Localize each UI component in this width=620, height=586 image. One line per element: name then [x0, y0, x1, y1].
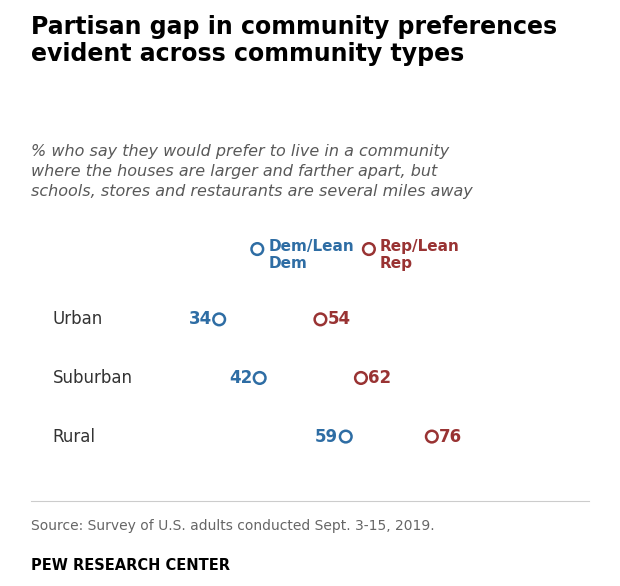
Text: Urban: Urban — [53, 311, 103, 328]
Point — [427, 432, 436, 441]
Text: Partisan gap in community preferences
evident across community types: Partisan gap in community preferences ev… — [31, 15, 557, 66]
Text: 34: 34 — [188, 311, 212, 328]
Text: 54: 54 — [328, 311, 351, 328]
Text: % who say they would prefer to live in a community
where the houses are larger a: % who say they would prefer to live in a… — [31, 144, 472, 199]
Text: Source: Survey of U.S. adults conducted Sept. 3-15, 2019.: Source: Survey of U.S. adults conducted … — [31, 519, 435, 533]
Text: Rep/Lean
Rep: Rep/Lean Rep — [380, 239, 460, 271]
Point — [341, 432, 351, 441]
Point — [356, 373, 366, 383]
Text: 62: 62 — [368, 369, 391, 387]
Text: Dem/Lean
Dem: Dem/Lean Dem — [268, 239, 354, 271]
Point — [364, 244, 374, 254]
Text: 42: 42 — [229, 369, 252, 387]
Point — [316, 315, 326, 324]
Text: Rural: Rural — [53, 428, 95, 445]
Text: 59: 59 — [315, 428, 339, 445]
Text: 76: 76 — [439, 428, 463, 445]
Text: Suburban: Suburban — [53, 369, 133, 387]
Text: PEW RESEARCH CENTER: PEW RESEARCH CENTER — [31, 558, 230, 573]
Point — [215, 315, 224, 324]
Point — [252, 244, 262, 254]
Point — [255, 373, 265, 383]
